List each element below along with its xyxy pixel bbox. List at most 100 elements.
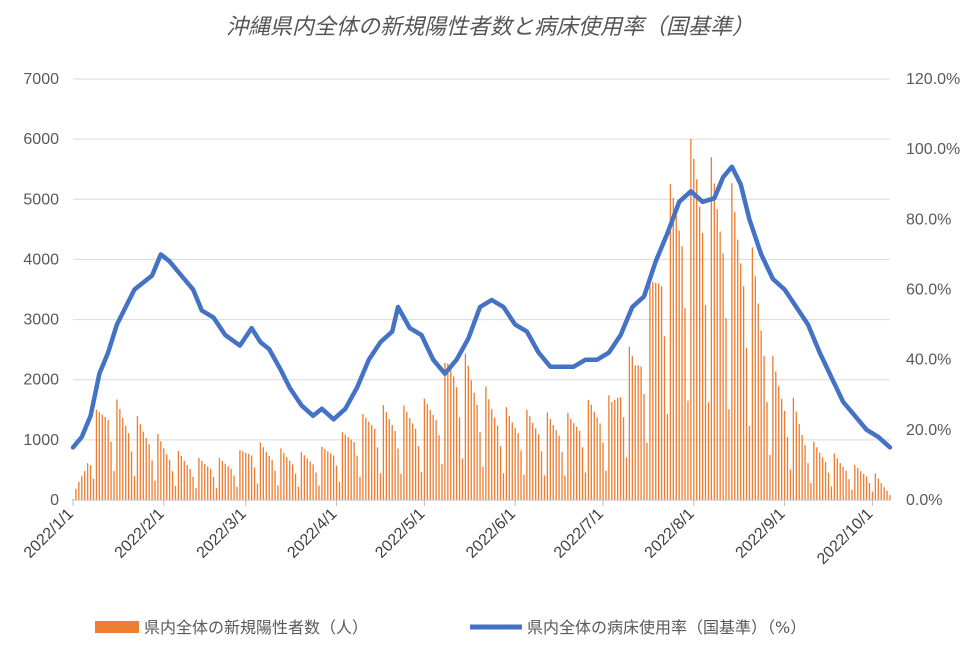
- bar: [725, 318, 727, 500]
- bar: [669, 184, 672, 500]
- bar: [660, 286, 663, 500]
- bar: [139, 424, 142, 500]
- bar: [262, 447, 264, 500]
- bar: [461, 458, 464, 500]
- y-right-tick-label: 120.0%: [906, 71, 960, 88]
- bar: [192, 476, 194, 500]
- bar: [751, 247, 754, 500]
- bar: [315, 472, 317, 500]
- bar: [160, 441, 162, 500]
- bar: [848, 479, 850, 500]
- bar: [655, 282, 657, 500]
- bar: [576, 426, 578, 500]
- bar: [289, 460, 291, 500]
- bar: [379, 473, 382, 500]
- bar: [543, 475, 546, 500]
- bar: [242, 451, 244, 500]
- bar: [432, 414, 434, 500]
- bar: [757, 303, 759, 500]
- bar: [75, 488, 77, 500]
- y-left-tick-label: 3000: [23, 312, 59, 329]
- bar: [537, 434, 540, 500]
- bar: [728, 409, 730, 500]
- bar: [239, 450, 241, 500]
- bar: [865, 476, 868, 500]
- bar: [265, 451, 267, 500]
- bar: [593, 411, 595, 500]
- bar: [816, 447, 818, 500]
- bar: [707, 402, 710, 500]
- bar: [189, 468, 191, 500]
- bar: [207, 466, 209, 500]
- bar: [854, 464, 856, 500]
- bar: [233, 475, 235, 500]
- bar: [148, 444, 150, 500]
- bar: [643, 394, 645, 500]
- bar: [731, 183, 733, 500]
- bar: [540, 451, 543, 500]
- bar: [271, 459, 273, 500]
- bar: [291, 464, 294, 500]
- bar: [455, 387, 458, 500]
- bar: [617, 397, 619, 500]
- bar: [406, 411, 408, 500]
- bar: [388, 419, 390, 500]
- bar: [212, 476, 215, 500]
- bar: [719, 231, 721, 500]
- bar: [338, 481, 341, 500]
- bar: [373, 428, 376, 500]
- bar: [236, 486, 238, 500]
- bar: [186, 464, 188, 500]
- bar: [807, 463, 809, 500]
- y-right-tick-label: 100.0%: [906, 141, 960, 158]
- bar: [499, 446, 502, 500]
- bed-usage-line: [70, 164, 893, 450]
- y-right-tick-label: 40.0%: [906, 352, 951, 369]
- bar: [511, 422, 513, 500]
- x-tick-label: 2022/5/1: [372, 506, 428, 562]
- bar: [491, 409, 493, 500]
- bar: [842, 467, 844, 500]
- x-tick-label: 2022/9/1: [733, 506, 789, 562]
- bar: [874, 473, 877, 500]
- bar: [248, 453, 250, 500]
- bar: [810, 483, 812, 500]
- bar: [587, 399, 590, 500]
- bar: [523, 474, 525, 500]
- bar: [763, 355, 765, 500]
- bar: [839, 463, 841, 500]
- bar: [517, 433, 519, 500]
- bar: [409, 417, 411, 500]
- bar: [713, 183, 715, 501]
- bar: [631, 355, 633, 500]
- bar: [795, 411, 797, 500]
- bar: [92, 478, 95, 500]
- bar: [209, 468, 212, 500]
- x-tick-label: 2022/8/1: [642, 506, 698, 562]
- bar: [740, 263, 742, 500]
- bar: [350, 439, 352, 500]
- bar: [180, 456, 183, 500]
- bar: [221, 460, 224, 500]
- bar: [365, 417, 367, 500]
- bar: [722, 253, 724, 500]
- bar: [458, 417, 461, 500]
- bar: [734, 211, 736, 500]
- bar: [693, 158, 695, 500]
- bar: [259, 442, 262, 500]
- bar: [546, 412, 549, 500]
- y-right-tick-label: 20.0%: [906, 422, 951, 439]
- bar: [701, 232, 704, 500]
- bar: [775, 371, 777, 500]
- bar: [227, 466, 229, 500]
- bar: [494, 417, 496, 500]
- y-left-tick-label: 1000: [23, 432, 59, 449]
- bar: [177, 451, 180, 500]
- bar: [327, 451, 329, 500]
- y-right-tick-label: 80.0%: [906, 211, 951, 228]
- y-left-tick-label: 2000: [23, 372, 59, 389]
- bar: [300, 451, 303, 500]
- bar: [663, 336, 666, 500]
- bar: [403, 405, 405, 500]
- x-tick-label: 2022/2/1: [112, 506, 168, 562]
